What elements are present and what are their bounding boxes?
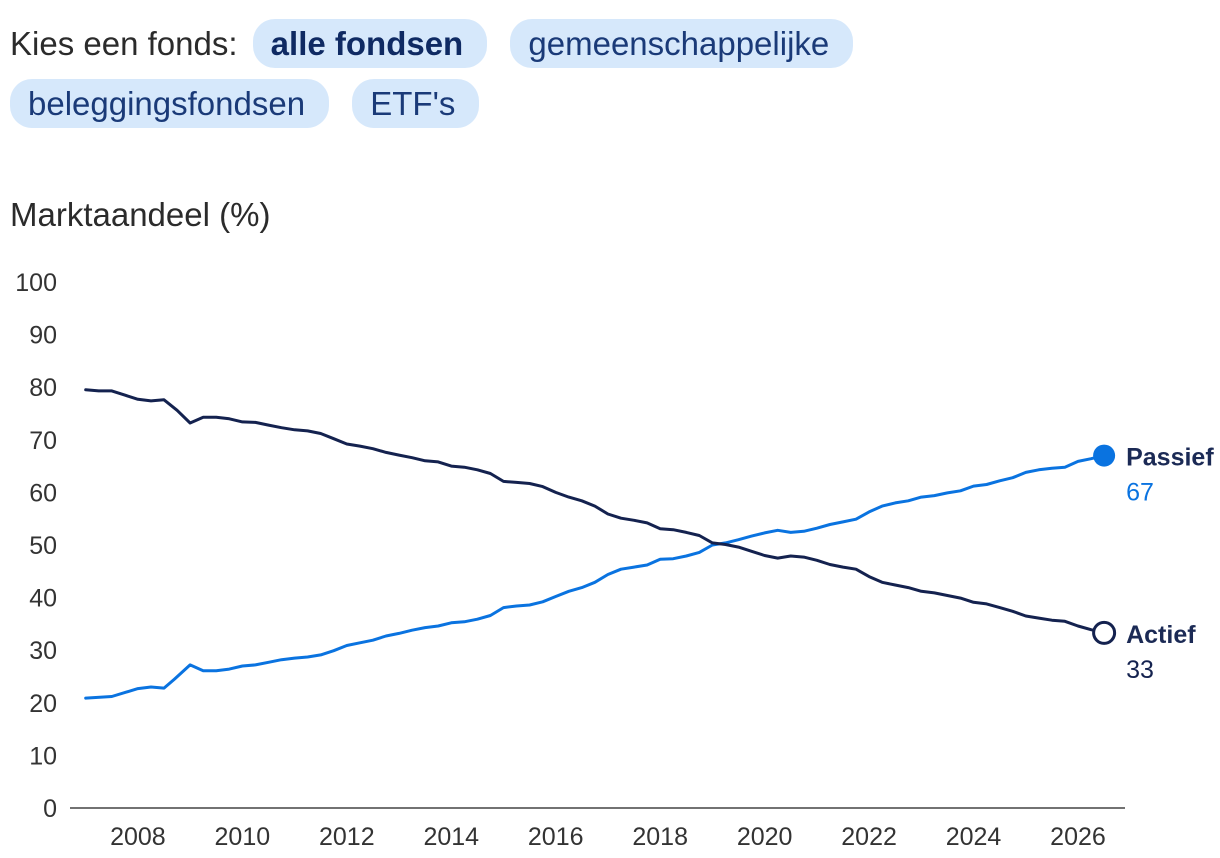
series-end-marker-actief bbox=[1092, 620, 1117, 645]
series-end-name-actief: Actief bbox=[1126, 621, 1196, 649]
y-tick-label: 80 bbox=[29, 374, 57, 402]
y-axis-title: Marktaandeel (%) bbox=[10, 196, 271, 233]
series-end-name-passief: Passief bbox=[1126, 444, 1214, 472]
x-tick-label: 2024 bbox=[946, 823, 1002, 851]
y-tick-label: 100 bbox=[15, 269, 57, 297]
y-tick-label: 0 bbox=[43, 795, 57, 823]
filter-option-all-funds[interactable]: alle fondsen bbox=[252, 19, 488, 68]
x-tick-label: 2010 bbox=[215, 823, 271, 851]
x-tick-label: 2018 bbox=[632, 823, 688, 851]
series-line-passief bbox=[84, 454, 1106, 700]
fund-filter-label: Kies een fonds: bbox=[10, 25, 238, 62]
series-end-value-passief: 67 bbox=[1126, 479, 1154, 507]
y-tick-label: 10 bbox=[29, 742, 57, 770]
y-tick-label: 20 bbox=[29, 690, 57, 718]
y-tick-label: 30 bbox=[29, 637, 57, 665]
series-end-marker-passief bbox=[1093, 444, 1116, 467]
fund-filter: Kies een fonds: alle fondsen gemeenschap… bbox=[10, 14, 910, 134]
x-tick-label: 2016 bbox=[528, 823, 584, 851]
filter-option-etfs[interactable]: ETF's bbox=[352, 79, 480, 128]
y-tick-label: 40 bbox=[29, 585, 57, 613]
x-tick-label: 2014 bbox=[423, 823, 479, 851]
series-line-actief bbox=[84, 388, 1106, 635]
x-tick-label: 2020 bbox=[737, 823, 793, 851]
y-tick-label: 70 bbox=[29, 427, 57, 455]
x-tick-label: 2026 bbox=[1050, 823, 1106, 851]
x-tick-label: 2008 bbox=[110, 823, 166, 851]
x-tick-label: 2022 bbox=[841, 823, 897, 851]
x-tick-label: 2012 bbox=[319, 823, 375, 851]
y-tick-label: 50 bbox=[29, 532, 57, 560]
y-tick-label: 90 bbox=[29, 322, 57, 350]
series-end-value-actief: 33 bbox=[1126, 656, 1154, 684]
y-tick-label: 60 bbox=[29, 479, 57, 507]
